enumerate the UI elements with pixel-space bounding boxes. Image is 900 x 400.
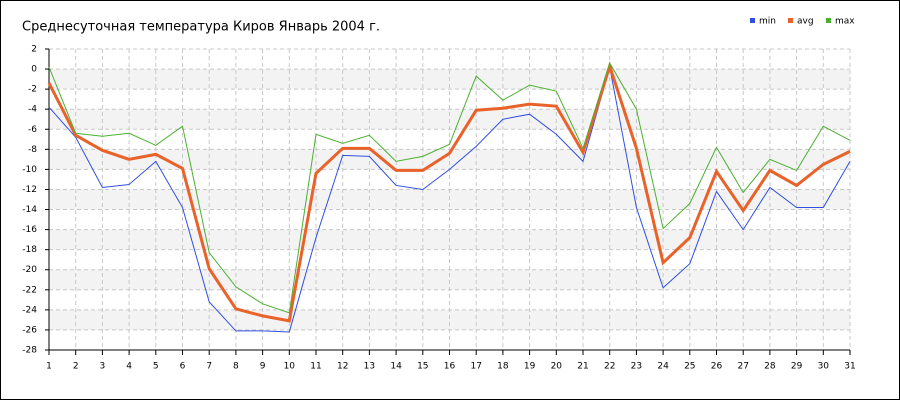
series-line <box>48 61 851 314</box>
y-tick-label: -28 <box>22 346 37 356</box>
y-tick-label: -14 <box>22 205 37 215</box>
x-tick-label: 25 <box>684 362 695 372</box>
y-tick-label: -16 <box>22 225 37 235</box>
y-tick-label: -4 <box>28 105 37 115</box>
x-tick-label: 19 <box>524 362 536 372</box>
x-tick-label: 13 <box>364 362 375 372</box>
y-tick-label: -10 <box>22 165 37 175</box>
y-tick-label: -22 <box>22 285 37 295</box>
x-tick-label: 27 <box>737 362 748 372</box>
x-tick-label: 31 <box>844 362 855 372</box>
x-tick-label: 1 <box>46 362 52 372</box>
x-tick-label: 2 <box>73 362 79 372</box>
x-tick-label: 17 <box>470 362 481 372</box>
x-tick-label: 5 <box>153 362 159 372</box>
x-tick-label: 9 <box>260 362 266 372</box>
x-tick-label: 29 <box>791 362 803 372</box>
x-tick-label: 8 <box>233 362 239 372</box>
x-tick-label: 23 <box>631 362 642 372</box>
legend-label: min <box>759 17 776 27</box>
x-tick-label: 14 <box>390 362 402 372</box>
legend-swatch <box>826 18 831 23</box>
y-tick-label: -2 <box>28 85 37 95</box>
series-line <box>47 61 851 323</box>
y-tick-label: -12 <box>22 185 37 195</box>
x-tick-label: 28 <box>764 362 776 372</box>
x-tick-label: 7 <box>206 362 212 372</box>
y-tick-label: -24 <box>22 305 37 315</box>
legend-swatch <box>750 18 755 23</box>
y-tick-label: -6 <box>28 125 37 135</box>
x-tick-label: 21 <box>577 362 588 372</box>
grid-band <box>49 269 850 290</box>
y-tick-label: -20 <box>22 265 37 275</box>
grid-band <box>49 149 850 170</box>
y-tick-label: 2 <box>31 45 37 55</box>
legend-label: max <box>835 17 855 27</box>
y-tick-label: -8 <box>28 145 37 155</box>
x-tick-label: 24 <box>657 362 669 372</box>
series-line <box>48 66 851 333</box>
x-tick-label: 30 <box>818 362 830 372</box>
y-tick-label: 0 <box>31 65 37 75</box>
x-tick-label: 6 <box>180 362 186 372</box>
x-tick-label: 3 <box>100 362 106 372</box>
x-tick-label: 22 <box>604 362 615 372</box>
legend-label: avg <box>797 17 814 27</box>
x-tick-label: 26 <box>711 362 723 372</box>
x-tick-label: 11 <box>310 362 321 372</box>
y-tick-label: -18 <box>22 245 37 255</box>
x-tick-label: 10 <box>284 362 296 372</box>
chart-title: Среднесуточная температура Киров Январь … <box>22 20 380 35</box>
y-tick-label: -26 <box>22 325 37 335</box>
grid-band <box>49 309 850 330</box>
x-tick-label: 16 <box>444 362 456 372</box>
x-tick-label: 15 <box>417 362 428 372</box>
x-tick-label: 12 <box>337 362 348 372</box>
x-tick-label: 18 <box>497 362 509 372</box>
x-tick-label: 4 <box>126 362 132 372</box>
x-tick-label: 20 <box>551 362 563 372</box>
legend-swatch <box>788 18 793 23</box>
